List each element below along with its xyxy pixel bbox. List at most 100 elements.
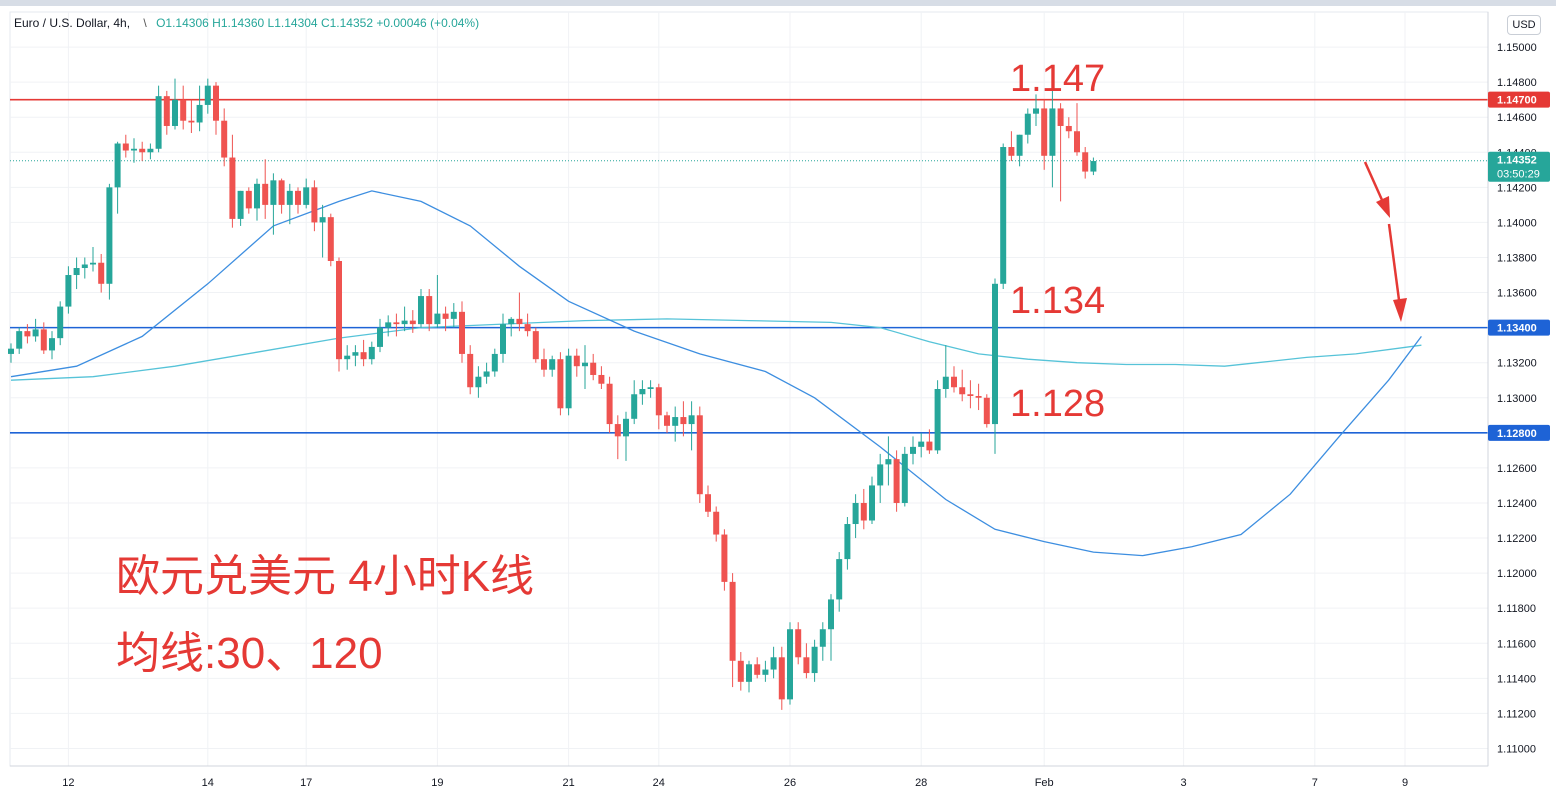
time-tick-label: 7 <box>1312 777 1318 789</box>
arrow-head <box>1393 298 1407 322</box>
price-tick-label: 1.13200 <box>1497 358 1537 370</box>
candle-body <box>377 327 383 347</box>
candle-body <box>98 262 105 284</box>
change-value: +0.00046 (+0.04%) <box>376 16 480 30</box>
candle-body <box>598 374 605 384</box>
candle-body <box>24 331 31 337</box>
candle-body <box>778 657 785 700</box>
price-tick-label: 1.11800 <box>1497 603 1536 615</box>
price-tick-label: 1.15000 <box>1497 42 1537 54</box>
candle-body <box>983 397 990 425</box>
candle-body <box>975 396 982 398</box>
low-value: L1.14304 <box>267 16 318 30</box>
candle-body <box>459 311 465 354</box>
symbol-name: Euro / U.S. Dollar <box>14 16 107 30</box>
candle-body <box>122 143 129 151</box>
price-tick-label: 1.13600 <box>1497 288 1537 300</box>
horizontal-levels <box>10 98 1488 434</box>
candle-body <box>696 415 703 495</box>
candle-body <box>409 320 416 325</box>
candle-body <box>942 376 949 389</box>
price-tick-label: 1.14000 <box>1497 217 1537 229</box>
candle-body <box>557 359 564 409</box>
time-tick-label: 26 <box>784 777 796 789</box>
candle-body <box>311 187 318 223</box>
candle-body <box>541 359 547 370</box>
candle-body <box>565 355 572 409</box>
badge-level-3: 1.12800 <box>1497 428 1537 440</box>
currency-button[interactable]: USD <box>1507 15 1541 35</box>
candle-body <box>303 187 310 205</box>
candle-body <box>278 180 285 205</box>
candle-body <box>393 322 400 325</box>
candle-body <box>967 394 974 397</box>
time-tick-label: 19 <box>431 777 443 789</box>
candle-body <box>926 441 933 451</box>
candle-body <box>270 180 277 205</box>
candle-body <box>327 217 334 261</box>
interval: 4h, <box>113 16 131 30</box>
candle-body <box>852 502 859 525</box>
price-tick-label: 1.11200 <box>1497 708 1536 720</box>
candle-body <box>16 331 23 349</box>
candle-body <box>516 318 523 325</box>
candle-body <box>401 320 408 325</box>
time-tick-label: 3 <box>1181 777 1187 789</box>
candle-body <box>237 190 244 219</box>
badge-level-2: 1.13400 <box>1497 323 1537 335</box>
candle-body <box>57 306 64 339</box>
level-label-mid: 1.134 <box>1010 280 1106 322</box>
price-tick-label: 1.14200 <box>1497 182 1537 194</box>
candle-body <box>688 415 695 425</box>
candle-body <box>172 99 178 126</box>
candle-body <box>803 657 810 674</box>
candle-body <box>155 96 162 149</box>
candle-body <box>901 453 908 503</box>
candle-body <box>672 417 679 426</box>
candle-body <box>770 657 777 670</box>
time-tick-label: 17 <box>300 777 312 789</box>
candle-body <box>450 311 457 319</box>
candle-body <box>762 669 769 675</box>
badge-current-bg <box>1488 151 1550 182</box>
price-tick-label: 1.13000 <box>1497 393 1537 405</box>
candle-body <box>885 459 892 465</box>
price-tick-label: 1.12400 <box>1497 498 1537 510</box>
chart-title-note: 欧元兑美元 4小时K线 <box>116 552 535 601</box>
candle-body <box>721 534 728 582</box>
candle-body <box>524 324 531 332</box>
time-tick-label: 24 <box>653 777 665 789</box>
candle-body <box>1057 108 1064 126</box>
time-tick-label: Feb <box>1035 777 1054 789</box>
candles <box>8 75 1097 710</box>
candle-body <box>860 502 867 521</box>
candle-body <box>1024 113 1031 135</box>
candle-body <box>90 262 96 265</box>
candle-body <box>729 581 736 661</box>
candle-body <box>639 389 646 395</box>
candle-body <box>836 559 843 600</box>
candle-body <box>1049 108 1056 156</box>
time-tick-label: 21 <box>562 777 574 789</box>
candle-body <box>65 275 72 307</box>
candle-body <box>254 183 260 209</box>
top-border <box>0 0 1556 6</box>
candle-body <box>573 355 580 367</box>
candle-body <box>49 338 55 351</box>
badge-level-1-bg <box>1488 91 1550 108</box>
candle-body <box>549 359 556 370</box>
candle-body <box>229 157 236 219</box>
candle-body <box>705 494 711 512</box>
legend-separator: \ <box>143 16 147 30</box>
candle-body <box>532 331 539 360</box>
candle-body <box>623 418 629 437</box>
arrow-shaft <box>1387 223 1401 301</box>
badge-level-1: 1.14700 <box>1497 95 1537 107</box>
candle-body <box>139 148 146 153</box>
candle-body <box>631 394 638 419</box>
candle-body <box>500 324 506 354</box>
candle-body <box>483 371 490 377</box>
candle-body <box>8 348 14 354</box>
candle-body <box>869 485 875 521</box>
